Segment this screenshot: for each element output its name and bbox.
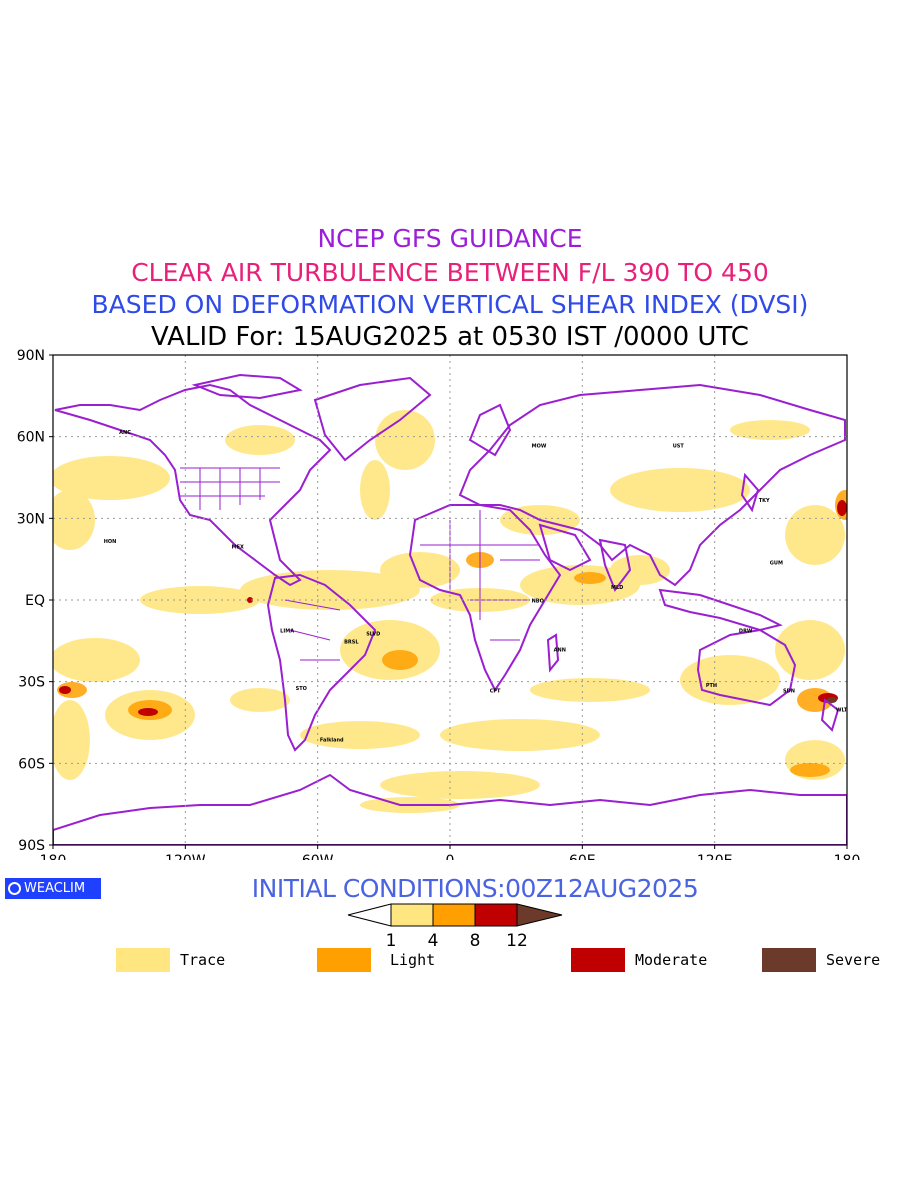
latitude-axis: 90N 60N 30N EQ 30S 60S 90S (17, 348, 53, 854)
place-label: PTH (706, 683, 717, 689)
lat-tick-label: 30N (17, 511, 45, 527)
title-line-2: CLEAR AIR TURBULENCE BETWEEN F/L 390 TO … (131, 258, 769, 287)
weaclim-logo: WEACLIM (5, 878, 101, 899)
place-label: MEX (232, 544, 244, 550)
lon-tick-label: 60E (569, 853, 596, 860)
title-line-3: BASED ON DEFORMATION VERTICAL SHEAR INDE… (91, 290, 809, 319)
lat-tick-label: 60N (17, 430, 45, 446)
place-label: WLT (836, 708, 848, 714)
place-label: MOW (532, 444, 547, 450)
place-label: GUM (770, 561, 783, 567)
lat-tick-label: 90N (17, 348, 45, 364)
logo-text: WEACLIM (24, 881, 86, 896)
place-label: Falkland (320, 738, 344, 744)
logo-ring-icon (8, 882, 21, 895)
place-label: ANN (554, 648, 566, 654)
legend-trace-label: Trace (180, 951, 226, 969)
longitude-axis: 180 120W 60W 0 60E 120E 180 (40, 845, 861, 860)
legend-severe-label: Severe (826, 951, 881, 969)
place-label: SLVD (366, 631, 380, 637)
coastlines (53, 373, 847, 845)
place-label: STO (296, 686, 307, 692)
legend-moderate-label: Moderate (635, 951, 708, 969)
place-label: SDN (783, 689, 795, 695)
legend-severe-swatch (762, 948, 816, 972)
lon-tick-label: 60W (302, 853, 334, 860)
place-label: MLD (611, 585, 623, 591)
scale-tick-12: 12 (506, 931, 528, 950)
lon-tick-label: 0 (446, 853, 455, 860)
lon-tick-label: 120E (697, 853, 733, 860)
lat-tick-label: 30S (18, 675, 45, 691)
graticule (53, 355, 847, 845)
place-label: UST (673, 444, 685, 450)
place-label: LIMA (280, 629, 294, 635)
scale-bin-4-8 (432, 903, 476, 927)
valid-time-title: VALID For: 15AUG2025 at 0530 IST /0000 U… (151, 322, 749, 352)
scale-high-arrow (516, 903, 563, 927)
place-label: DRW (739, 629, 753, 635)
lon-tick-label: 120W (165, 853, 206, 860)
place-label: HON (104, 539, 117, 545)
place-label: TKY (759, 498, 770, 504)
initial-conditions: INITIAL CONDITIONS:00Z12AUG2025 (251, 874, 699, 903)
scale-low-arrow (347, 903, 392, 927)
lon-tick-label: 180 (834, 853, 861, 860)
color-scale: 1 4 8 12 (347, 903, 563, 950)
place-label: NBO (532, 599, 544, 605)
place-label: ANC (119, 430, 131, 436)
legend-light-swatch (317, 948, 371, 972)
legend-trace-swatch (116, 948, 170, 972)
lat-tick-label: 60S (18, 756, 45, 772)
place-labels: ANC MEX HON LIMA BRSL SLVD STO Falkland CPT MOW US… (104, 430, 848, 744)
scale-tick-4: 4 (428, 931, 439, 950)
place-label: BRSL (344, 640, 359, 646)
scale-bin-8-12 (474, 903, 518, 927)
lat-tick-label: EQ (25, 593, 45, 609)
scale-bin-1-4 (390, 903, 434, 927)
title-line-1: NCEP GFS GUIDANCE (317, 224, 583, 253)
scale-tick-1: 1 (386, 931, 397, 950)
turbulence-map: ANC MEX HON LIMA BRSL SLVD STO Falkland CPT MOW US… (17, 348, 861, 860)
legend-moderate-swatch (571, 948, 625, 972)
place-label: CPT (490, 689, 501, 695)
scale-tick-8: 8 (470, 931, 481, 950)
lat-tick-label: 90S (18, 838, 45, 854)
legend-light-label: Light (390, 951, 436, 969)
lon-tick-label: 180 (40, 853, 67, 860)
